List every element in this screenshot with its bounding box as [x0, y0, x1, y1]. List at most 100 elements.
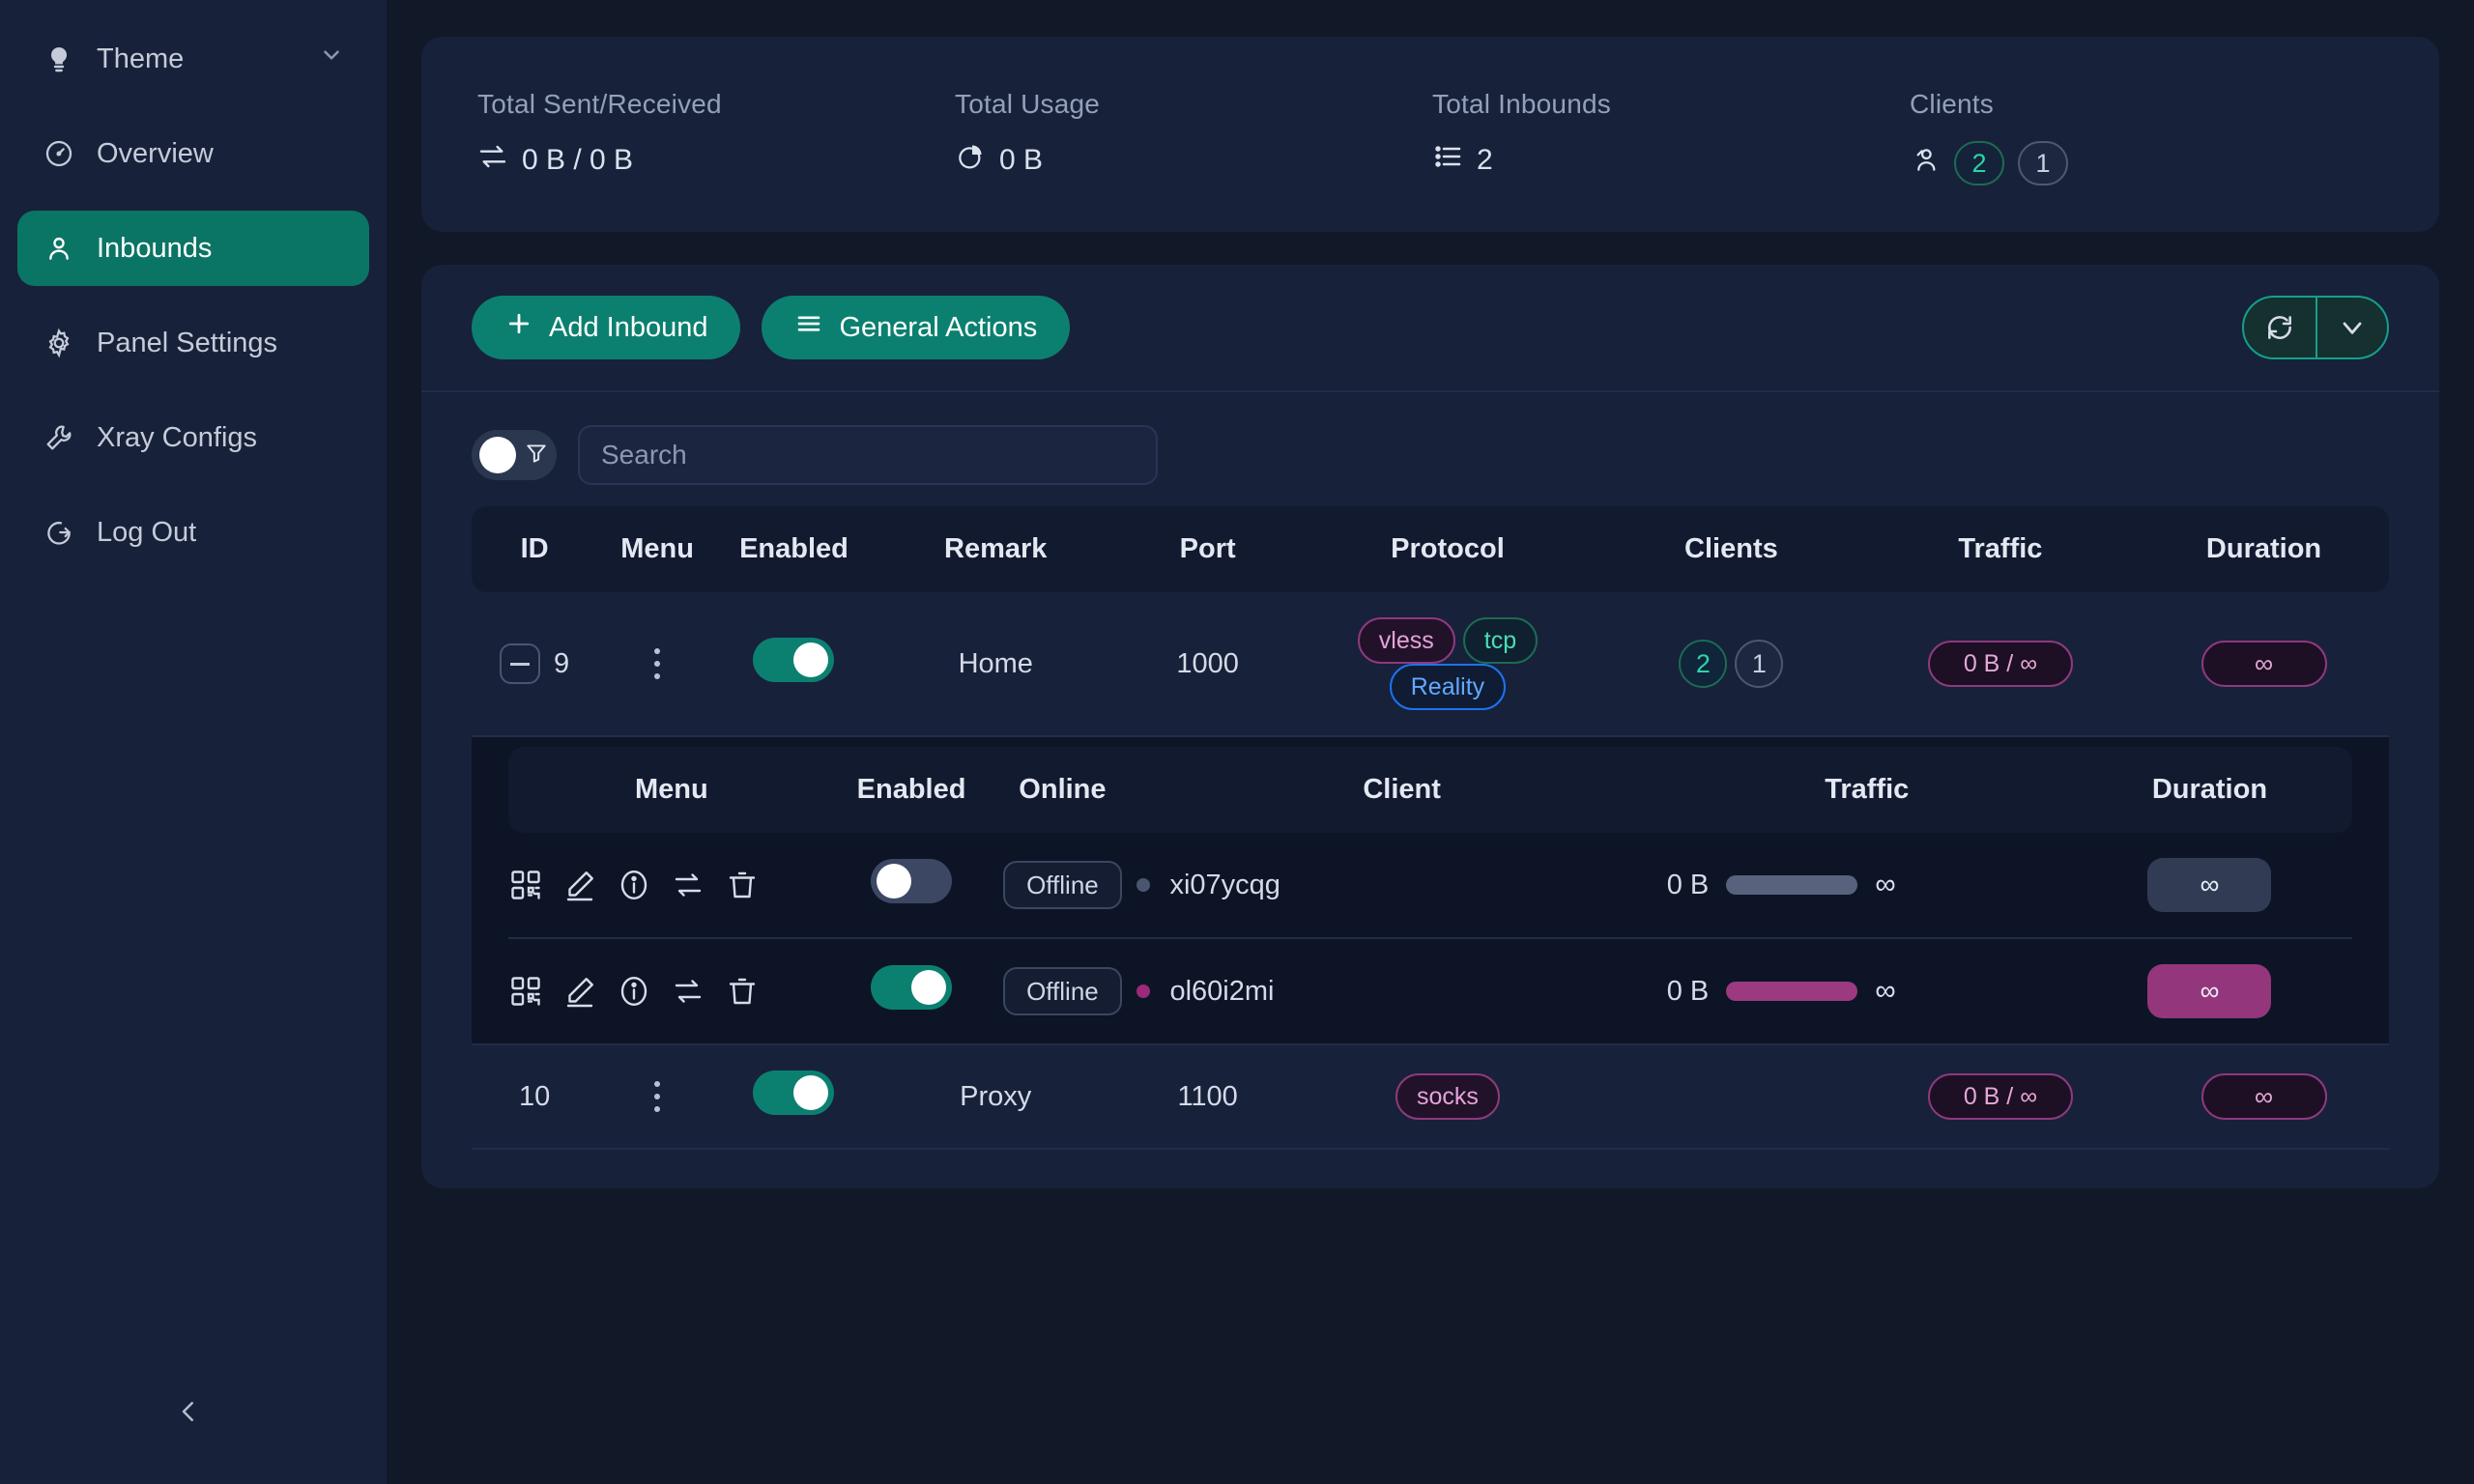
- sidebar-item-log-out[interactable]: Log Out: [17, 495, 369, 570]
- th-client-online: Online: [988, 747, 1137, 833]
- qrcode-icon[interactable]: [508, 974, 543, 1009]
- table-row[interactable]: 10 Proxy 1100 socks: [472, 1044, 2389, 1150]
- search-row: [421, 392, 2439, 506]
- edit-icon[interactable]: [562, 868, 597, 902]
- info-icon[interactable]: [617, 868, 651, 902]
- client-row[interactable]: Offline xi07ycqg: [508, 833, 2352, 939]
- collapse-row-button[interactable]: [500, 643, 541, 684]
- stat-total-inbounds: Total Inbounds 2: [1432, 89, 1910, 186]
- clients-inactive-count: 1: [1735, 640, 1784, 688]
- client-traffic-total: ∞: [1875, 975, 1896, 1007]
- client-status-dot: [1136, 985, 1151, 998]
- th-port[interactable]: Port: [1120, 506, 1295, 592]
- client-cell-menu: [508, 833, 835, 939]
- stat-value: 0 B / 0 B: [522, 144, 634, 176]
- delete-icon[interactable]: [725, 974, 760, 1009]
- client-traffic-total: ∞: [1875, 869, 1896, 900]
- sidebar-item-overview[interactable]: Overview: [17, 116, 369, 191]
- client-cell-online: Offline: [988, 938, 1136, 1043]
- edit-icon[interactable]: [562, 974, 597, 1009]
- sidebar-item-theme[interactable]: Theme: [17, 21, 369, 97]
- cell-port: 1100: [1120, 1044, 1295, 1150]
- traffic-pill: 0 B / ∞: [1927, 1073, 2073, 1120]
- client-enabled-toggle[interactable]: [871, 859, 953, 903]
- client-name: xi07ycqg: [1169, 869, 1280, 900]
- add-inbound-button[interactable]: Add Inbound: [472, 296, 741, 359]
- table-row-expanded-clients: Menu Enabled Online Client Traffic Durat…: [472, 736, 2389, 1045]
- client-cell-online: Offline: [988, 833, 1137, 939]
- enabled-toggle[interactable]: [753, 638, 835, 682]
- th-client-enabled: Enabled: [834, 747, 989, 833]
- th-duration[interactable]: Duration: [2139, 506, 2389, 592]
- filter-toggle[interactable]: [472, 430, 557, 480]
- qrcode-icon[interactable]: [508, 868, 543, 902]
- clients-inactive-badge: 1: [2018, 141, 2068, 186]
- sidebar-item-xray-configs[interactable]: Xray Configs: [17, 400, 369, 475]
- th-protocol[interactable]: Protocol: [1294, 506, 1601, 592]
- clients-table: Menu Enabled Online Client Traffic Durat…: [508, 747, 2352, 1043]
- clients-subtable-cell: Menu Enabled Online Client Traffic Durat…: [472, 736, 2389, 1045]
- search-input[interactable]: [578, 425, 1158, 485]
- clients-table-body: Offline xi07ycqg: [508, 833, 2352, 1043]
- general-actions-button[interactable]: General Actions: [762, 296, 1071, 359]
- list-icon: [1432, 141, 1463, 180]
- logout-icon: [43, 516, 75, 549]
- reset-icon[interactable]: [671, 868, 705, 902]
- kebab-icon[interactable]: [597, 648, 717, 679]
- cell-protocol: socks: [1294, 1044, 1601, 1150]
- row-id: 10: [518, 1080, 551, 1112]
- th-menu[interactable]: Menu: [597, 506, 717, 592]
- sidebar-item-inbounds[interactable]: Inbounds: [17, 211, 369, 286]
- client-enabled-toggle[interactable]: [871, 965, 953, 1010]
- client-cell-menu: [508, 938, 835, 1043]
- plus-icon: [504, 309, 533, 346]
- client-duration-pill: ∞: [2147, 964, 2272, 1018]
- gear-icon: [43, 327, 75, 359]
- online-status-badge: Offline: [1003, 967, 1122, 1015]
- client-cell-enabled: [835, 938, 989, 1043]
- cell-id: 10: [472, 1044, 598, 1150]
- client-cell-traffic: 0 B ∞: [1666, 833, 2067, 939]
- stat-clients: Clients 2 1: [1910, 89, 2068, 186]
- chevron-down-icon[interactable]: [319, 43, 344, 75]
- client-cell-enabled: [834, 833, 989, 939]
- cell-id: 9: [472, 592, 598, 737]
- refresh-button[interactable]: [2244, 298, 2316, 357]
- reset-icon[interactable]: [671, 974, 705, 1009]
- sidebar-item-panel-settings[interactable]: Panel Settings: [17, 305, 369, 381]
- cell-traffic: 0 B / ∞: [1861, 1044, 2140, 1150]
- th-client-name: Client: [1136, 747, 1667, 833]
- cell-menu: [597, 1044, 717, 1150]
- sidebar-item-label: Log Out: [97, 516, 197, 548]
- add-inbound-label: Add Inbound: [549, 311, 708, 343]
- stat-value-wrap: 0 B / 0 B: [477, 141, 955, 180]
- client-traffic-bar: [1726, 875, 1858, 895]
- client-row[interactable]: Offline ol60i2mi: [508, 938, 2352, 1043]
- stat-value-wrap: 2 1: [1910, 141, 2068, 186]
- cell-clients: [1600, 1044, 1862, 1150]
- transfer-icon: [477, 141, 508, 180]
- th-id[interactable]: ID: [472, 506, 598, 592]
- table-row[interactable]: 9 Home 1000 vle: [472, 592, 2389, 737]
- protocol-pill: vless: [1357, 617, 1455, 664]
- th-traffic[interactable]: Traffic: [1861, 506, 2140, 592]
- cell-traffic: 0 B / ∞: [1861, 592, 2140, 737]
- enabled-toggle[interactable]: [753, 1070, 835, 1115]
- online-status-badge: Offline: [1003, 861, 1122, 909]
- cell-duration: ∞: [2139, 592, 2389, 737]
- info-icon[interactable]: [617, 974, 651, 1009]
- pie-chart-icon: [955, 141, 986, 180]
- th-client-menu: Menu: [508, 747, 835, 833]
- th-remark[interactable]: Remark: [871, 506, 1121, 592]
- inbounds-table-wrap: ID Menu Enabled Remark Port Protocol Cli…: [421, 506, 2439, 1150]
- delete-icon[interactable]: [725, 868, 760, 902]
- client-cell-name: ol60i2mi: [1136, 938, 1666, 1043]
- sidebar-collapse-button[interactable]: [166, 1389, 211, 1434]
- kebab-icon[interactable]: [597, 1081, 717, 1112]
- stat-value-wrap: 0 B: [955, 141, 1432, 180]
- th-enabled[interactable]: Enabled: [716, 506, 872, 592]
- th-clients[interactable]: Clients: [1600, 506, 1862, 592]
- chevron-left-icon: [182, 1402, 193, 1421]
- stat-label: Clients: [1910, 89, 1994, 119]
- refresh-options-button[interactable]: [2316, 298, 2387, 357]
